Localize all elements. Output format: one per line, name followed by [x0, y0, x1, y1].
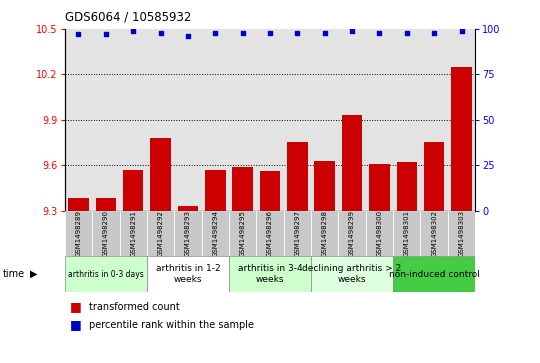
- Bar: [147, 29, 174, 211]
- Point: [156, 30, 165, 36]
- Point: [457, 28, 466, 34]
- Bar: [421, 29, 448, 211]
- Point: [375, 30, 384, 36]
- Point: [102, 32, 110, 37]
- FancyBboxPatch shape: [421, 211, 448, 256]
- Point: [430, 30, 438, 36]
- Point: [211, 30, 220, 36]
- FancyBboxPatch shape: [147, 211, 174, 256]
- Text: GSM1498295: GSM1498295: [240, 210, 246, 257]
- Bar: [174, 29, 201, 211]
- Text: ▶: ▶: [30, 269, 37, 279]
- Bar: [92, 29, 119, 211]
- Bar: [284, 29, 311, 211]
- Bar: [424, 143, 444, 211]
- FancyBboxPatch shape: [201, 211, 229, 256]
- Text: GSM1498289: GSM1498289: [76, 210, 82, 257]
- Point: [348, 28, 356, 34]
- Bar: [119, 29, 147, 211]
- Bar: [339, 29, 366, 211]
- FancyBboxPatch shape: [147, 256, 229, 292]
- FancyBboxPatch shape: [119, 211, 147, 256]
- Text: ■: ■: [70, 318, 82, 331]
- Bar: [314, 160, 335, 211]
- Bar: [393, 29, 421, 211]
- Bar: [369, 164, 390, 211]
- FancyBboxPatch shape: [393, 256, 475, 292]
- Text: percentile rank within the sample: percentile rank within the sample: [89, 320, 254, 330]
- FancyBboxPatch shape: [92, 211, 119, 256]
- Text: declining arthritis > 2
weeks: declining arthritis > 2 weeks: [302, 264, 402, 284]
- FancyBboxPatch shape: [366, 211, 393, 256]
- Text: GSM1498291: GSM1498291: [130, 210, 136, 257]
- Text: ■: ■: [70, 300, 82, 313]
- FancyBboxPatch shape: [229, 256, 311, 292]
- Text: GSM1498297: GSM1498297: [294, 210, 300, 257]
- Point: [320, 30, 329, 36]
- Text: GSM1498303: GSM1498303: [458, 210, 464, 257]
- Bar: [260, 171, 280, 211]
- Bar: [232, 167, 253, 211]
- Text: GSM1498292: GSM1498292: [158, 210, 164, 257]
- Text: GSM1498301: GSM1498301: [404, 210, 410, 257]
- Bar: [65, 29, 92, 211]
- FancyBboxPatch shape: [311, 256, 393, 292]
- Point: [238, 30, 247, 36]
- Text: GSM1498294: GSM1498294: [212, 210, 218, 257]
- Bar: [451, 67, 472, 211]
- Text: GSM1498298: GSM1498298: [322, 210, 328, 257]
- Point: [266, 30, 274, 36]
- Point: [74, 32, 83, 37]
- Bar: [366, 29, 393, 211]
- Bar: [68, 199, 89, 211]
- Bar: [342, 115, 362, 211]
- FancyBboxPatch shape: [311, 211, 339, 256]
- Text: arthritis in 0-3 days: arthritis in 0-3 days: [68, 270, 144, 278]
- Bar: [150, 138, 171, 211]
- Text: GSM1498293: GSM1498293: [185, 210, 191, 257]
- Point: [402, 30, 411, 36]
- Text: GSM1498290: GSM1498290: [103, 210, 109, 257]
- Text: arthritis in 1-2
weeks: arthritis in 1-2 weeks: [156, 264, 220, 284]
- Bar: [178, 206, 198, 211]
- Point: [184, 33, 192, 39]
- FancyBboxPatch shape: [339, 211, 366, 256]
- Text: GSM1498299: GSM1498299: [349, 210, 355, 257]
- Text: GSM1498296: GSM1498296: [267, 210, 273, 257]
- Text: time: time: [3, 269, 25, 279]
- FancyBboxPatch shape: [229, 211, 256, 256]
- FancyBboxPatch shape: [65, 211, 92, 256]
- FancyBboxPatch shape: [256, 211, 284, 256]
- FancyBboxPatch shape: [65, 256, 147, 292]
- Text: GDS6064 / 10585932: GDS6064 / 10585932: [65, 11, 191, 24]
- FancyBboxPatch shape: [393, 211, 421, 256]
- Text: arthritis in 3-4
weeks: arthritis in 3-4 weeks: [238, 264, 302, 284]
- Bar: [448, 29, 475, 211]
- Text: transformed count: transformed count: [89, 302, 180, 312]
- Text: GSM1498300: GSM1498300: [376, 210, 382, 257]
- Bar: [123, 170, 144, 211]
- Point: [293, 30, 302, 36]
- Bar: [201, 29, 229, 211]
- Bar: [229, 29, 256, 211]
- Bar: [287, 143, 308, 211]
- FancyBboxPatch shape: [284, 211, 311, 256]
- Bar: [96, 199, 116, 211]
- Bar: [396, 162, 417, 211]
- Bar: [256, 29, 284, 211]
- FancyBboxPatch shape: [448, 211, 475, 256]
- Text: non-induced control: non-induced control: [389, 270, 480, 278]
- Point: [129, 28, 138, 34]
- FancyBboxPatch shape: [174, 211, 201, 256]
- Bar: [205, 170, 226, 211]
- Text: GSM1498302: GSM1498302: [431, 210, 437, 257]
- Bar: [311, 29, 339, 211]
